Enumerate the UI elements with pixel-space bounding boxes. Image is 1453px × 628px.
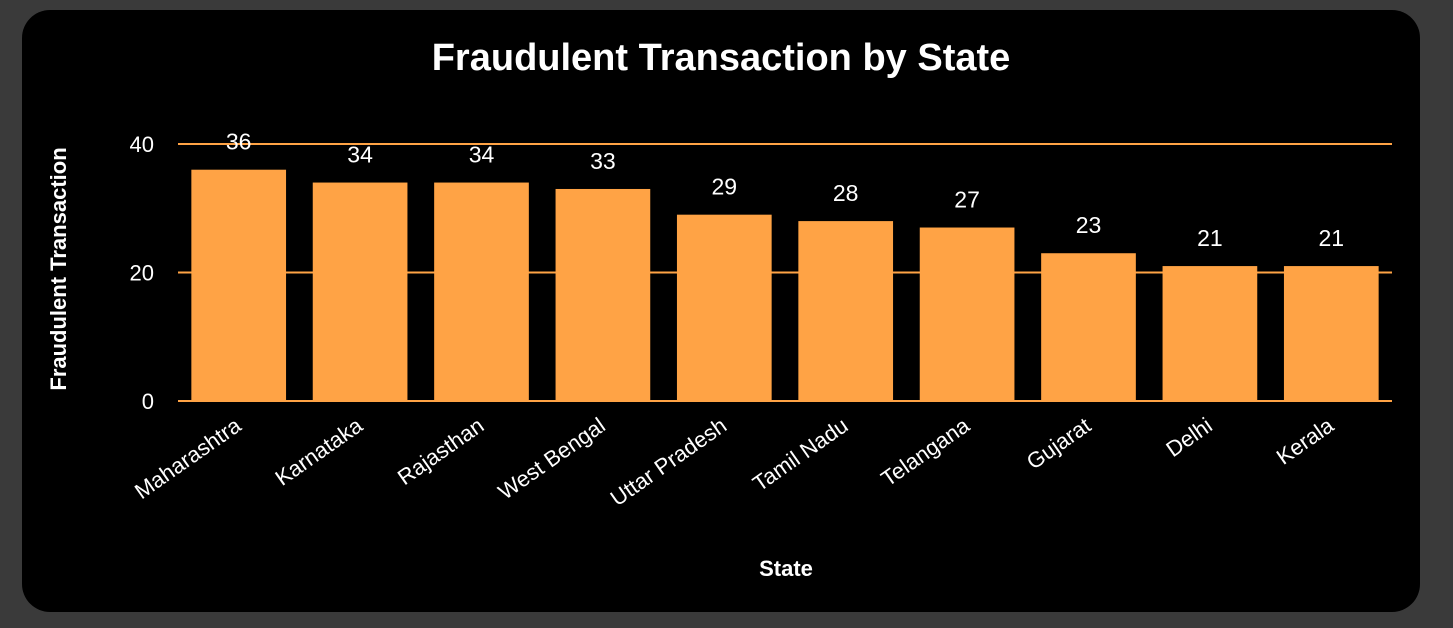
bar bbox=[676, 214, 772, 401]
data-label: 21 bbox=[1319, 225, 1345, 251]
data-label: 23 bbox=[1076, 212, 1102, 238]
chart-title: Fraudulent Transaction by State bbox=[432, 37, 1011, 79]
y-tick-label: 0 bbox=[142, 389, 154, 414]
data-label: 36 bbox=[226, 129, 252, 155]
y-tick-label: 40 bbox=[130, 132, 154, 157]
bar bbox=[312, 182, 408, 401]
x-tick-label: Telangana bbox=[876, 412, 974, 491]
x-tick-label: Delhi bbox=[1161, 413, 1216, 462]
data-label: 29 bbox=[712, 174, 738, 200]
x-ticks: Maharashtra Karnataka Rajasthan West Bengal… bbox=[130, 412, 1339, 511]
x-axis-title: State bbox=[759, 556, 813, 581]
data-label: 34 bbox=[469, 142, 495, 168]
y-tick-label: 20 bbox=[130, 261, 154, 286]
bar bbox=[191, 169, 287, 401]
data-label: 27 bbox=[954, 187, 980, 213]
x-tick-label: Kerala bbox=[1272, 412, 1339, 469]
data-label: 28 bbox=[833, 180, 859, 206]
bar bbox=[798, 221, 894, 401]
y-ticks: 0 20 40 bbox=[130, 132, 154, 414]
data-label: 21 bbox=[1197, 225, 1223, 251]
bars bbox=[191, 169, 1379, 401]
bar bbox=[1041, 253, 1136, 401]
bar bbox=[555, 188, 651, 401]
bar bbox=[1162, 266, 1258, 401]
x-tick-label: Karnataka bbox=[270, 412, 367, 490]
data-label: 33 bbox=[590, 148, 616, 174]
chart-card: Fraudulent Transaction by State Fraudule… bbox=[22, 10, 1420, 612]
data-label: 34 bbox=[347, 142, 373, 168]
y-axis-title: Fraudulent Transaction bbox=[46, 147, 71, 390]
x-tick-label: Tamil Nadu bbox=[748, 413, 852, 497]
bar bbox=[1283, 266, 1379, 401]
bar bbox=[434, 182, 529, 401]
x-tick-label: Uttar Pradesh bbox=[606, 413, 732, 511]
x-tick-label: West Bengal bbox=[494, 413, 610, 505]
bar-chart: Fraudulent Transaction by State Fraudule… bbox=[46, 37, 1392, 581]
bar bbox=[919, 227, 1015, 401]
x-tick-label: Rajasthan bbox=[393, 413, 488, 490]
data-labels: 36 34 34 33 29 28 27 23 21 21 bbox=[226, 129, 1344, 251]
x-tick-label: Maharashtra bbox=[130, 412, 246, 504]
x-tick-label: Gujarat bbox=[1022, 413, 1095, 475]
